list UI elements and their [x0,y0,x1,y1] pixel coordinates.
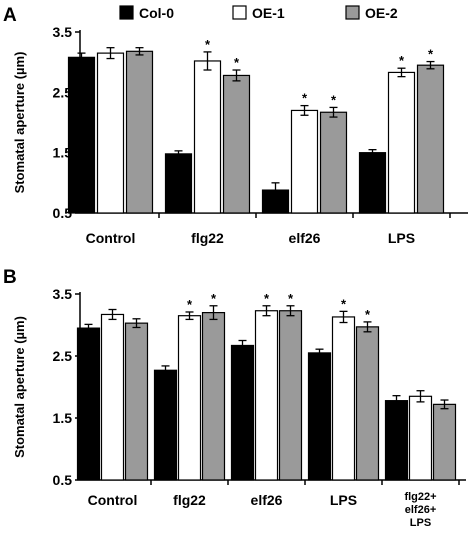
y-tick-label: 1.5 [53,410,73,426]
bar-col-0-0 [67,56,96,214]
significance-star: * [331,92,337,107]
category-label-line: LPS [410,517,431,529]
significance-star: * [187,297,193,312]
category-label: flg22+ elf26+ LPS [404,491,436,529]
bar-oe-1-1 [177,315,202,481]
category-label: elf26 [251,492,283,508]
category-label: flg22 [191,230,224,246]
y-tick-label: 3.5 [53,24,73,40]
panel-a: A Stomatal aperture (µm) 0.5 1.5 2.5 3.5 Contr… [3,5,468,246]
bar-oe-2-4 [432,403,457,481]
bar-col-0-2 [230,344,255,481]
significance-star: * [264,291,270,306]
category-label: Control [88,492,138,508]
panel-b: B Stomatal aperture (µm) 0.5 1.5 2.5 3.5 Contr… [3,267,466,529]
bar-oe-1-2 [290,109,319,214]
category-label: LPS [330,492,357,508]
bar-oe-1-4 [408,395,433,481]
bar-oe-2-3 [416,64,445,214]
bar-oe-1-1 [193,60,222,214]
legend: Col-0 OE-1 OE-2 [119,5,398,21]
legend-entry-col-0: Col-0 [139,5,174,21]
panel-letter: B [3,267,17,288]
bar-oe-2-3 [355,326,380,481]
category-label-line: elf26+ [405,504,437,516]
y-tick-label: 2.5 [53,348,73,364]
bar-oe-1-0 [96,52,125,214]
bar-oe-1-3 [387,71,416,214]
y-tick-label: 0.5 [53,472,73,488]
category-label: elf26 [289,230,321,246]
bar-col-0-1 [164,153,193,214]
legend-entry-oe-1: OE-1 [252,5,285,21]
bar-oe-2-2 [319,111,348,214]
bar-oe-2-0 [124,322,149,481]
significance-star: * [399,53,405,68]
significance-star: * [341,296,347,311]
bar-oe-2-0 [125,50,154,214]
bar-oe-2-1 [222,74,251,214]
bar-col-0-3 [307,352,332,481]
category-label: flg22 [173,492,206,508]
bar-oe-1-2 [254,310,279,481]
bar-oe-2-2 [278,310,303,481]
legend-swatch-oe-2 [345,5,360,20]
bar-oe-1-0 [100,313,125,481]
y-tick-label: 0.5 [53,205,73,221]
y-axis-label: Stomatal aperture (µm) [12,52,27,194]
legend-swatch-oe-1 [232,5,247,20]
category-label-line: flg22+ [404,491,436,503]
significance-star: * [365,307,371,322]
y-tick-label: 1.5 [53,145,73,161]
bar-col-0-0 [76,327,101,481]
significance-star: * [205,37,211,52]
legend-swatch-col-0 [119,5,134,20]
significance-star: * [288,291,294,306]
significance-star: * [302,91,308,106]
bar-oe-1-3 [331,316,356,481]
y-axis-label: Stomatal aperture (µm) [12,316,27,458]
legend-entry-oe-2: OE-2 [365,5,398,21]
panel-letter: A [3,5,17,26]
category-label: Control [86,230,136,246]
bar-oe-2-1 [201,312,226,481]
significance-star: * [211,291,217,306]
y-tick-label: 2.5 [53,84,73,100]
category-label: LPS [388,230,415,246]
significance-star: * [428,47,434,62]
bar-col-0-1 [153,369,178,481]
y-tick-label: 3.5 [53,286,73,302]
bar-col-0-4 [384,400,409,481]
significance-star: * [234,55,240,70]
bar-col-0-3 [358,152,387,214]
